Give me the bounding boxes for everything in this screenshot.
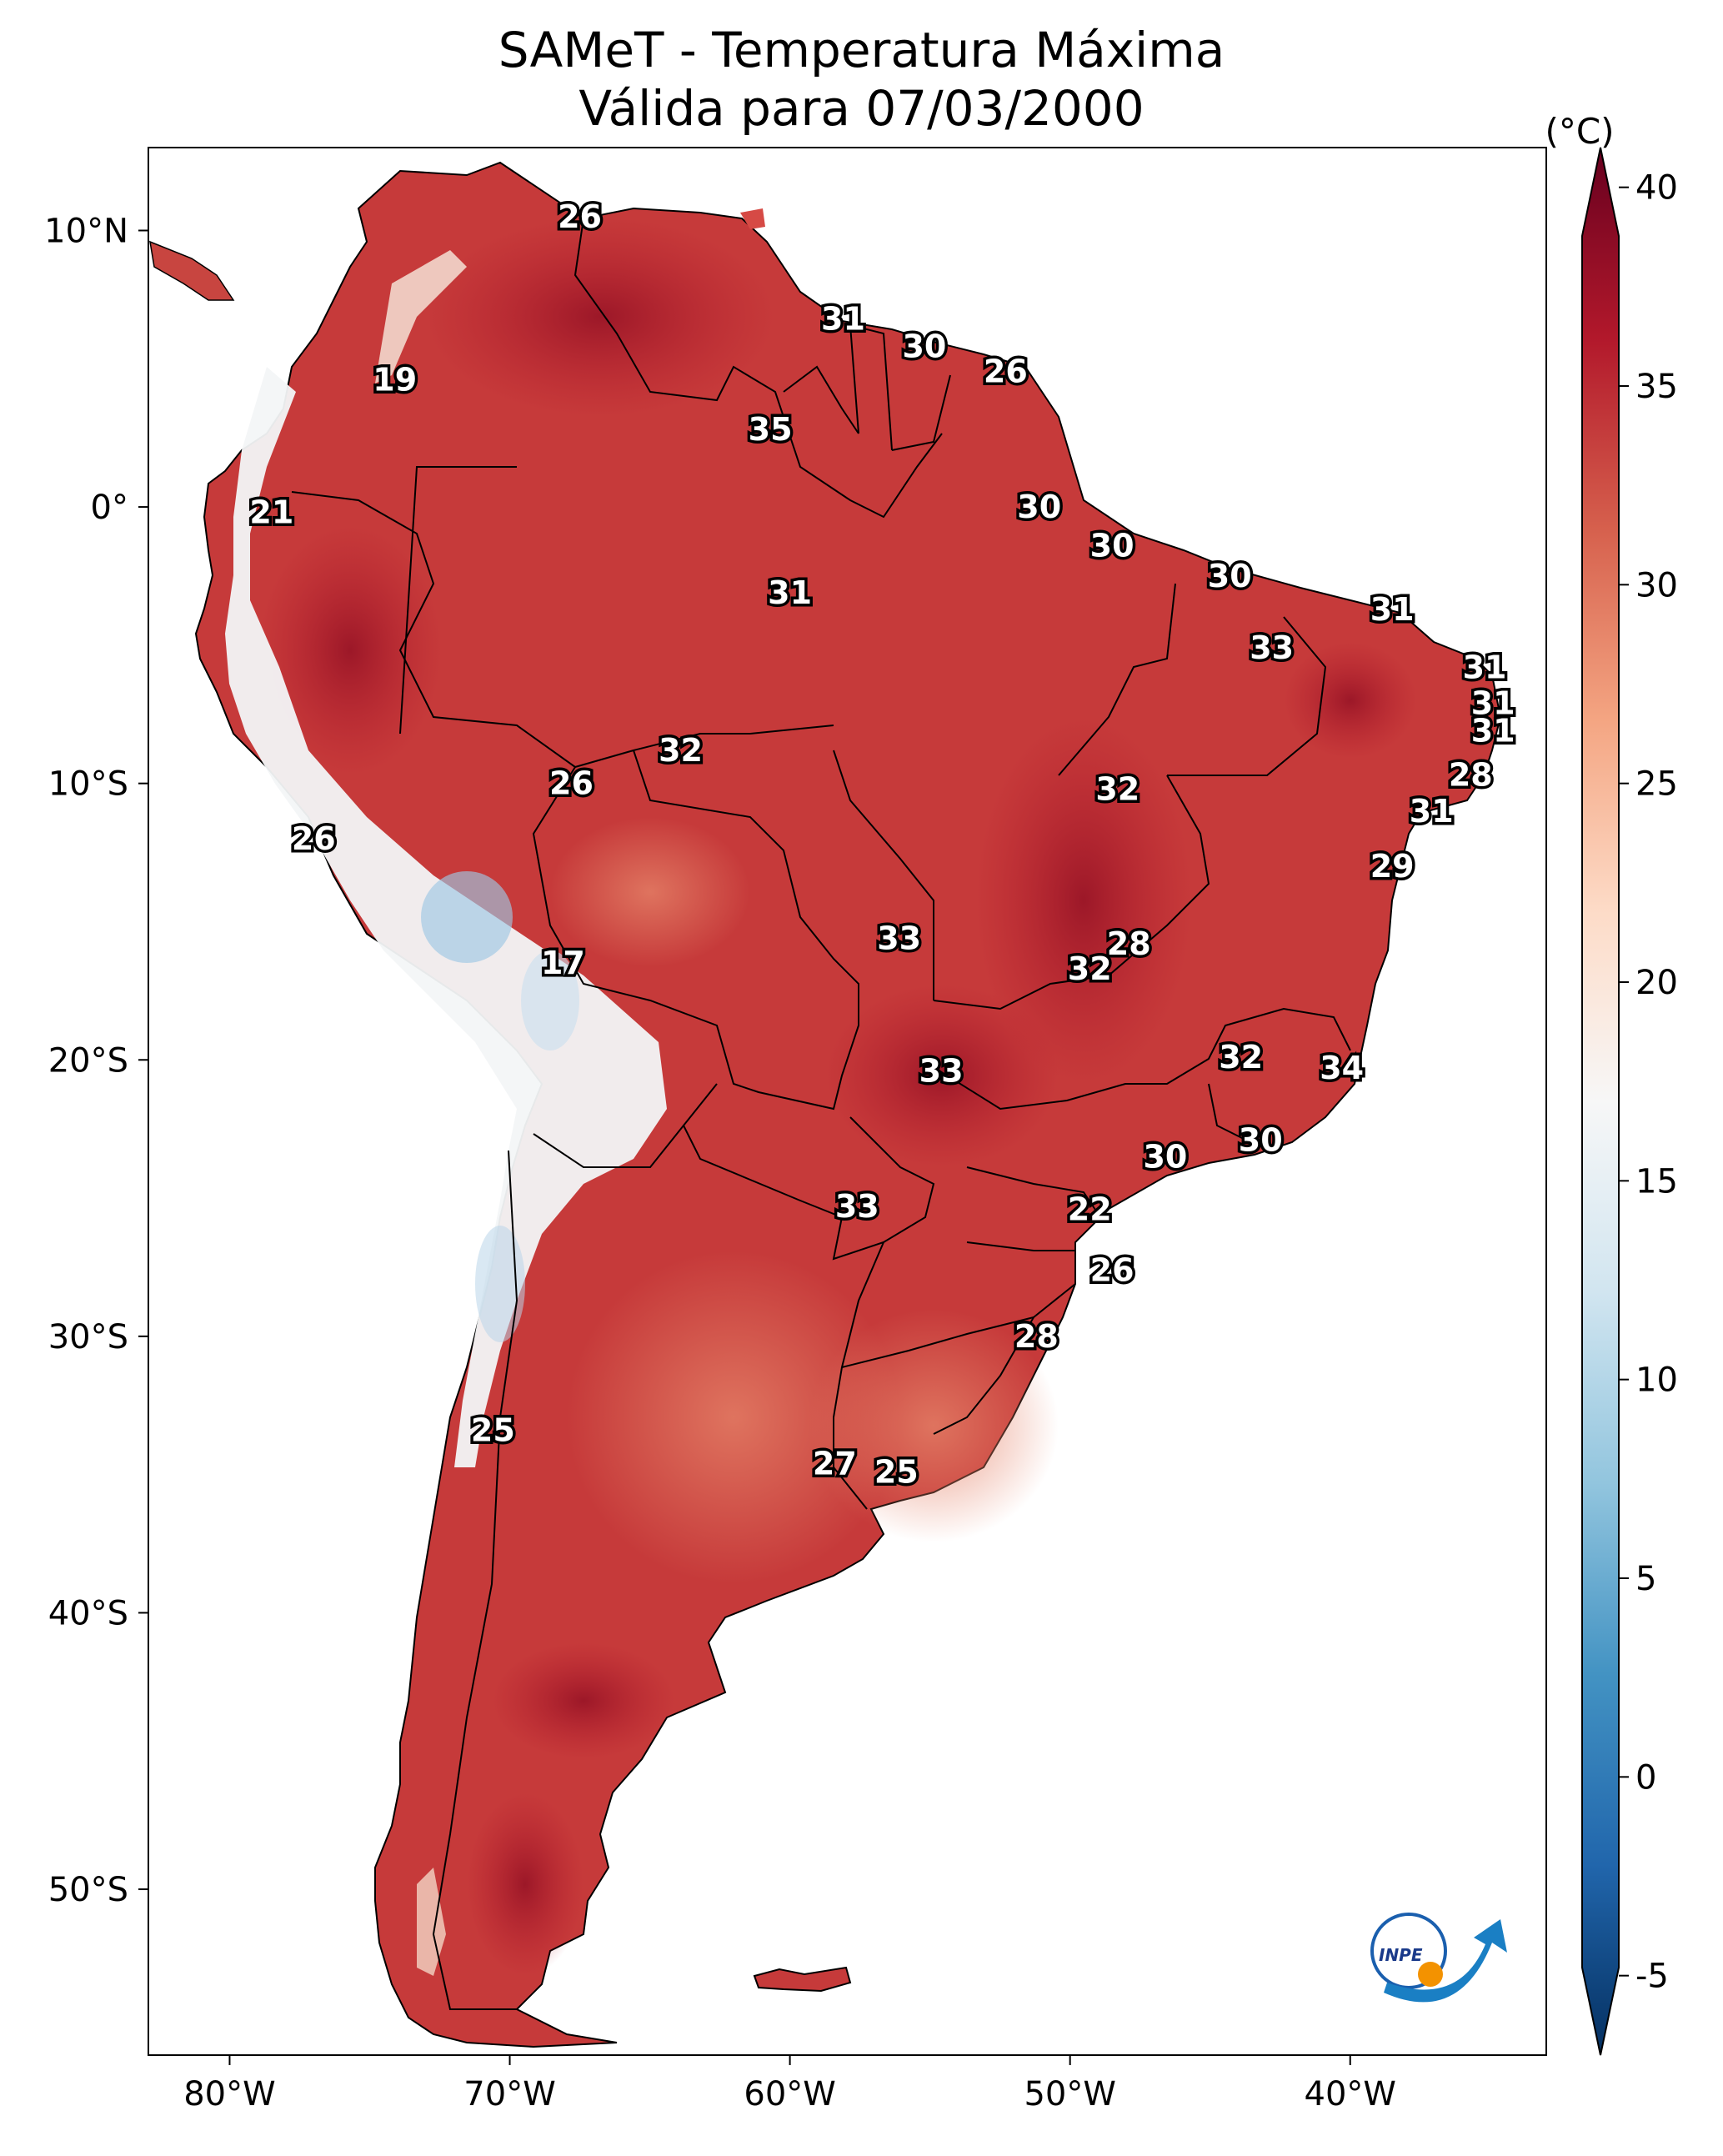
colorbar-tick-label: 15 xyxy=(1635,1162,1678,1201)
map-title-line-2: Válida para 07/03/2000 xyxy=(579,80,1144,137)
inpe-logo-arrow xyxy=(1384,1919,1507,2003)
station-value-label: 27 xyxy=(813,1445,857,1482)
station-value-label: 26 xyxy=(984,353,1028,390)
lon-tick-label: 60°W xyxy=(744,2075,835,2113)
central-andes-cool-spot xyxy=(475,1226,525,1342)
hot-zone-peru-amazon xyxy=(258,525,442,775)
station-value-label: 26 xyxy=(558,198,602,235)
colorbar-tick-label: 30 xyxy=(1635,566,1678,604)
colorbar-tick-label: 40 xyxy=(1635,169,1678,208)
warm-zone-uruguay xyxy=(809,1309,1059,1542)
station-value-label: 26 xyxy=(549,765,594,802)
station-value-label: 30 xyxy=(1143,1138,1187,1175)
hot-zone-mato-grosso-sul xyxy=(825,984,1059,1167)
map-title-line-1: SAMeT - Temperatura Máxima xyxy=(498,22,1225,78)
station-value-label: 30 xyxy=(902,328,946,365)
station-value-label: 33 xyxy=(835,1188,879,1225)
lon-tick-label: 40°W xyxy=(1305,2075,1396,2113)
latitude-axis: 10°N 0° 10°S 20°S 30°S 40°S 50°S xyxy=(44,212,148,1909)
station-value-label: 31 xyxy=(1471,685,1515,722)
inpe-logo-text: INPE xyxy=(1379,1945,1423,1965)
station-value-label: 34 xyxy=(1320,1050,1364,1086)
station-value-label: 29 xyxy=(1370,848,1415,885)
lat-tick-label: 10°N xyxy=(44,212,128,250)
station-value-label: 31 xyxy=(1471,713,1515,750)
warm-zone-bolivia xyxy=(550,817,750,967)
country-borders xyxy=(291,218,1351,2010)
station-value-label: 30 xyxy=(1017,489,1061,525)
colorbar-tick-label: 35 xyxy=(1635,368,1678,406)
station-value-label: 33 xyxy=(1250,629,1294,666)
hot-zone-central-brazil xyxy=(975,717,1192,1084)
station-value-label: 26 xyxy=(1090,1251,1134,1288)
station-value-label: 30 xyxy=(1208,558,1252,594)
lat-tick-label: 0° xyxy=(91,489,128,527)
hot-zone-patagonia xyxy=(492,1642,675,1759)
altiplano-cool-spot xyxy=(521,950,579,1050)
station-value-label: 26 xyxy=(292,820,336,857)
station-value-label: 35 xyxy=(749,411,793,448)
inpe-logo-ring xyxy=(1370,1913,1447,1989)
station-value-label: 31 xyxy=(1370,591,1415,628)
station-value-label: 17 xyxy=(541,945,585,981)
station-value-label: 32 xyxy=(1068,950,1112,987)
panama-isthmus xyxy=(149,240,235,301)
station-value-label: 32 xyxy=(1219,1039,1263,1075)
colorbar-unit-label: (°C) xyxy=(1545,111,1614,152)
station-value-label: 31 xyxy=(768,574,812,611)
lon-tick-label: 70°W xyxy=(463,2075,555,2113)
inpe-logo: INPE xyxy=(1370,1913,1507,2003)
station-value-label: 30 xyxy=(1090,527,1134,564)
lat-tick-label: 40°S xyxy=(48,1594,128,1632)
lat-tick-label: 10°S xyxy=(48,765,128,804)
colorbar-tick-label: 10 xyxy=(1635,1361,1678,1400)
colorbar: (°C) 40 35 30 25 20 15 10 5 0 -5 xyxy=(1545,111,1678,2056)
station-value-label: 28 xyxy=(1107,925,1151,962)
warm-zone-argentina xyxy=(567,1251,900,1584)
station-value-label: 25 xyxy=(874,1453,919,1490)
colorbar-scale xyxy=(1581,147,1620,2056)
station-value-label: 31 xyxy=(821,301,865,338)
station-value-label: 32 xyxy=(659,732,703,769)
andes-coldest-spot xyxy=(421,871,513,963)
station-value-label: 31 xyxy=(1463,649,1507,685)
lat-tick-label: 30°S xyxy=(48,1318,128,1356)
trinidad-island xyxy=(740,208,765,229)
lat-tick-label: 20°S xyxy=(48,1041,128,1080)
longitude-axis: 80°W 70°W 60°W 50°W 40°W xyxy=(183,2055,1396,2113)
lon-tick-label: 50°W xyxy=(1024,2075,1115,2113)
colorbar-tick-label: 25 xyxy=(1635,765,1678,804)
southern-andes-cool xyxy=(417,1868,446,1976)
hot-zone-northeast xyxy=(1284,642,1417,759)
station-value-label: 28 xyxy=(1449,757,1493,794)
hot-zone-south-patagonia xyxy=(467,1792,584,1976)
station-value-label: 31 xyxy=(1410,793,1454,830)
station-value-label: 30 xyxy=(1239,1121,1283,1158)
station-value-label: 21 xyxy=(249,494,293,531)
hot-zone-venezuela xyxy=(425,217,775,417)
lon-tick-label: 80°W xyxy=(183,2075,275,2113)
colorbar-tick-label: 5 xyxy=(1635,1560,1656,1598)
station-value-label: 33 xyxy=(877,920,921,956)
station-value-label: 28 xyxy=(1014,1318,1059,1355)
colorbar-tick-label: -5 xyxy=(1635,1958,1669,1996)
inpe-logo-sun xyxy=(1418,1962,1443,1987)
station-value-label: 33 xyxy=(919,1053,964,1090)
station-value-label: 25 xyxy=(471,1412,515,1449)
colorbar-tick-label: 20 xyxy=(1635,964,1678,1002)
colorbar-tick-label: 0 xyxy=(1635,1758,1656,1797)
station-value-label: 32 xyxy=(1095,770,1139,807)
station-value-label: 19 xyxy=(373,362,417,399)
colombia-andes-cool xyxy=(375,250,467,384)
colorbar-ticks: 40 35 30 25 20 15 10 5 0 -5 xyxy=(1619,169,1678,1996)
lat-tick-label: 50°S xyxy=(48,1871,128,1909)
falkland-islands xyxy=(753,1966,852,1993)
station-value-label: 22 xyxy=(1068,1191,1112,1227)
